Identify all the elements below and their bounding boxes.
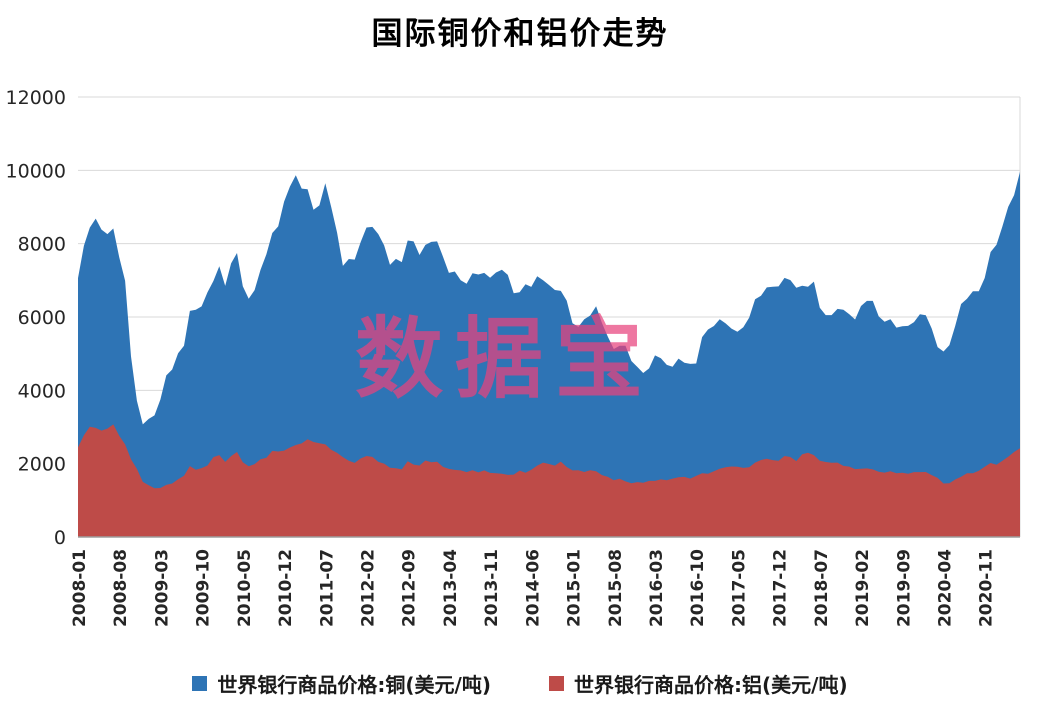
x-axis-tick-label: 2009-03 <box>152 549 172 627</box>
legend-item-aluminum: 世界银行商品价格:铝(美元/吨) <box>549 669 848 698</box>
y-axis-tick-label: 6000 <box>18 307 66 329</box>
y-axis-tick-label: 2000 <box>18 454 66 476</box>
y-axis-tick-label: 4000 <box>18 380 66 402</box>
copper-swatch-icon <box>192 676 208 691</box>
x-axis-tick-label: 2010-05 <box>235 549 255 627</box>
legend: 世界银行商品价格:铜(美元/吨) 世界银行商品价格:铝(美元/吨) <box>0 669 1040 698</box>
y-axis-tick-label: 0 <box>54 527 66 549</box>
x-axis-tick-label: 2017-12 <box>771 549 791 627</box>
x-axis-tick-label: 2019-02 <box>853 549 873 627</box>
legend-item-copper: 世界银行商品价格:铜(美元/吨) <box>192 669 491 698</box>
x-axis-tick-label: 2009-10 <box>194 549 214 627</box>
x-axis-tick-label: 2013-04 <box>441 549 461 627</box>
x-axis-tick-label: 2008-08 <box>111 549 131 627</box>
x-axis-tick-label: 2012-02 <box>358 549 378 627</box>
x-axis-tick-label: 2020-04 <box>935 549 955 627</box>
legend-label-copper: 世界银行商品价格:铜(美元/吨) <box>217 673 491 697</box>
x-axis-tick-label: 2012-09 <box>400 549 420 627</box>
x-axis-tick-label: 2018-07 <box>812 549 832 627</box>
area-series-aluminum <box>78 424 1020 537</box>
x-axis-tick-label: 2008-01 <box>70 549 90 627</box>
x-axis-tick-label: 2016-10 <box>688 549 708 627</box>
x-axis-tick-label: 2014-06 <box>523 549 543 627</box>
x-axis-tick-label: 2017-05 <box>729 549 749 627</box>
chart-title: 国际铜价和铝价走势 <box>371 16 669 52</box>
x-axis-tick-label: 2020-11 <box>977 549 997 627</box>
aluminum-swatch-icon <box>549 676 564 691</box>
x-axis-tick-label: 2019-09 <box>894 549 914 627</box>
y-axis-tick-label: 10000 <box>6 160 66 182</box>
x-axis-tick-label: 2013-11 <box>482 549 502 627</box>
x-axis-tick-label: 2015-01 <box>565 549 585 627</box>
x-axis-tick-label: 2015-08 <box>606 549 626 627</box>
y-axis-tick-label: 8000 <box>18 234 66 256</box>
y-axis-tick-label: 12000 <box>6 87 66 109</box>
x-axis-tick-label: 2016-03 <box>647 549 667 627</box>
x-axis-tick-label: 2010-12 <box>276 549 296 627</box>
x-axis-tick-label: 2011-07 <box>317 549 337 627</box>
legend-label-aluminum: 世界银行商品价格:铝(美元/吨) <box>574 673 848 697</box>
